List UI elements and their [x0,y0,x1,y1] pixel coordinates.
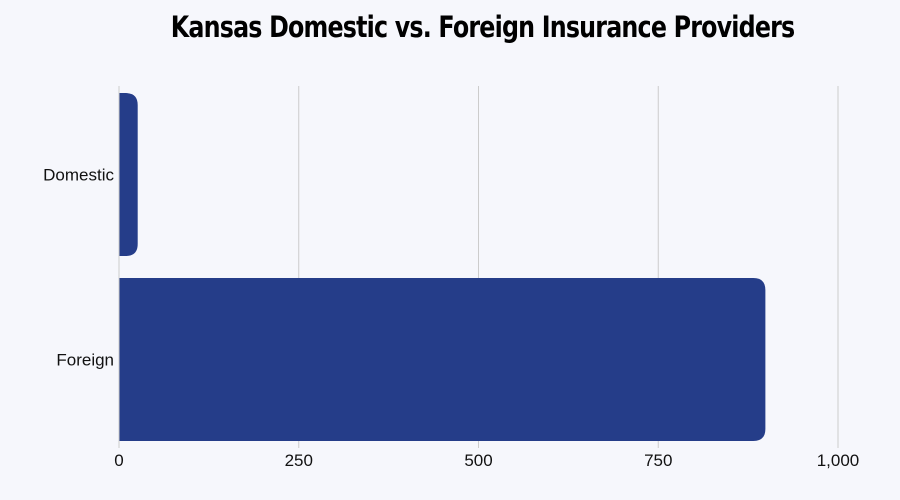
bars [119,93,766,441]
y-category-label: Foreign [56,351,114,370]
x-axis: 0 250 500 750 1,000 [114,86,859,470]
x-tick-label: 0 [114,451,123,470]
chart-title: Kansas Domestic vs. Foreign Insurance Pr… [170,10,795,44]
y-category-label: Domestic [43,166,114,185]
bar-foreign [119,278,766,441]
y-axis: Domestic Foreign [43,166,114,370]
x-tick-label: 250 [285,451,313,470]
x-tick-label: 1,000 [817,451,860,470]
x-tick-label: 750 [644,451,672,470]
x-tick-label: 500 [464,451,492,470]
bar-domestic [119,93,138,256]
